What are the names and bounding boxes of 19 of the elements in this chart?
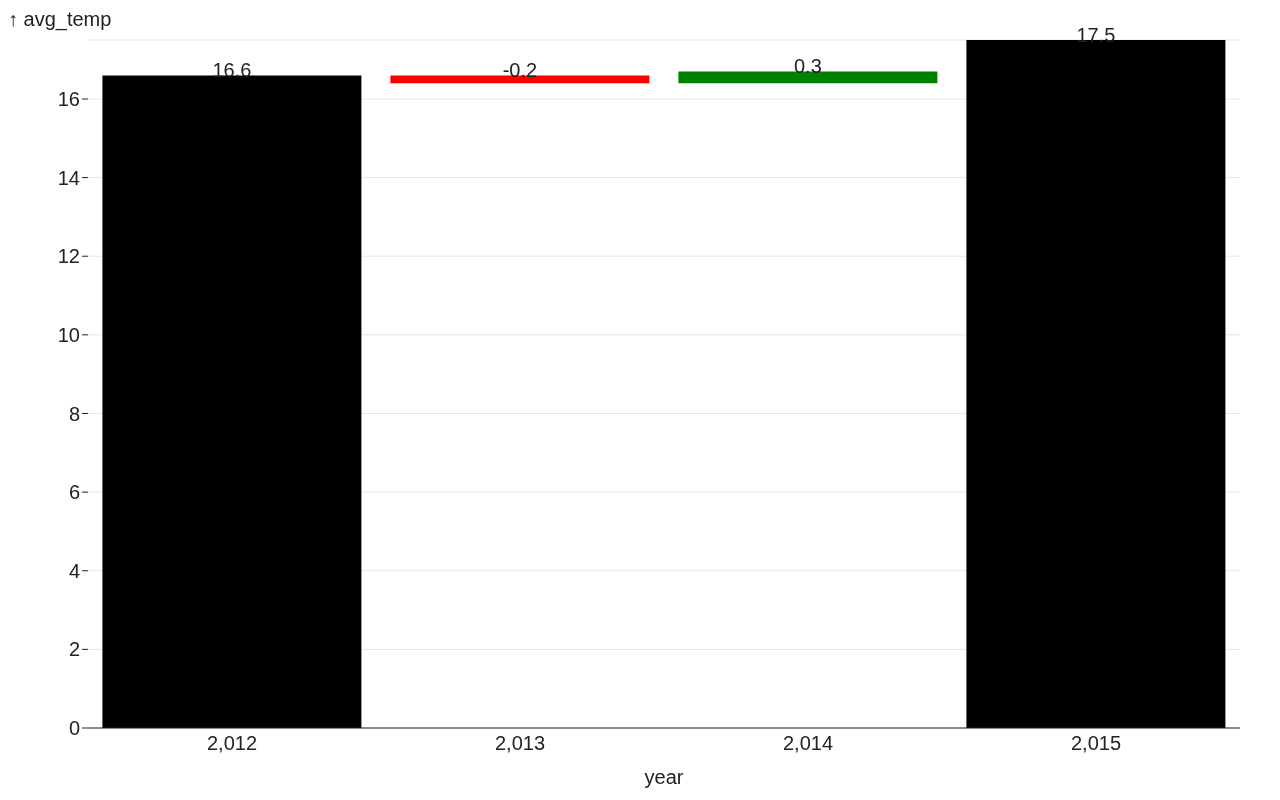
x-tick-label: 2,012	[206, 732, 258, 755]
x-axis-title: year	[644, 766, 684, 788]
y-tick-label: 4	[68, 559, 80, 582]
y-tick-label: 6	[68, 481, 80, 504]
x-tick-label: 2,015	[1070, 732, 1122, 755]
y-tick-label: 14	[57, 166, 80, 189]
y-tick-label: 8	[68, 402, 80, 425]
y-tick-label: 16	[57, 88, 80, 111]
x-tick-label: 2,014	[782, 732, 834, 755]
x-tick-label: 2,013	[494, 732, 546, 755]
y-axis-title: ↑ avg_temp	[8, 8, 112, 31]
bar	[966, 40, 1226, 728]
bar	[102, 75, 362, 728]
bar	[390, 75, 650, 84]
y-tick-label: 0	[68, 717, 80, 740]
y-tick-label: 12	[57, 245, 80, 268]
bar	[678, 71, 938, 84]
y-tick-label: 2	[68, 638, 80, 661]
y-tick-label: 10	[57, 323, 80, 346]
